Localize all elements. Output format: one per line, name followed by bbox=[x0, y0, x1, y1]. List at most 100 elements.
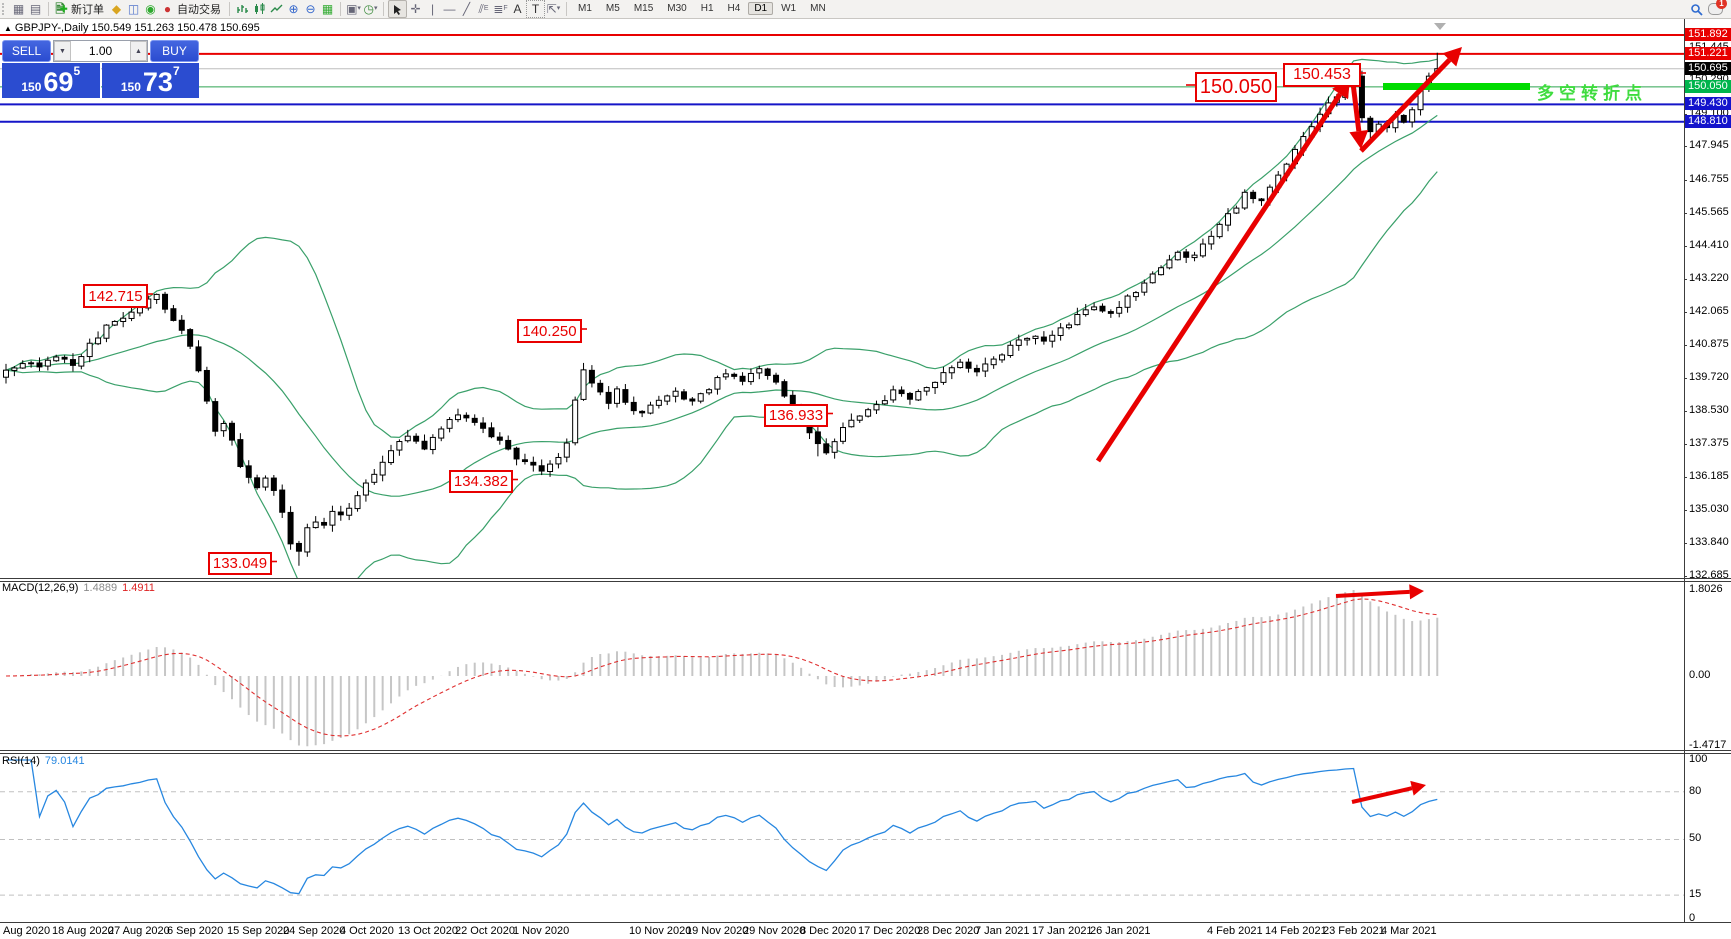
price-annotation-133.049[interactable]: 133.049 bbox=[208, 552, 272, 575]
buy-button[interactable]: BUY bbox=[150, 40, 199, 62]
candle[interactable] bbox=[764, 367, 771, 380]
candle[interactable] bbox=[706, 388, 713, 396]
candle[interactable] bbox=[321, 517, 328, 529]
candle[interactable] bbox=[940, 366, 947, 385]
candle[interactable] bbox=[597, 379, 604, 396]
candle[interactable] bbox=[1409, 107, 1416, 128]
candle[interactable] bbox=[999, 353, 1006, 363]
candle[interactable] bbox=[890, 385, 897, 403]
candle[interactable] bbox=[1199, 238, 1206, 258]
candle[interactable] bbox=[312, 516, 319, 529]
candle[interactable] bbox=[187, 328, 194, 350]
candle[interactable] bbox=[362, 479, 369, 502]
timeframe-w1[interactable]: W1 bbox=[781, 3, 797, 14]
candle[interactable] bbox=[270, 475, 277, 496]
trend-arrow-2[interactable] bbox=[1350, 82, 1362, 132]
candle[interactable] bbox=[95, 331, 102, 346]
candle[interactable] bbox=[1158, 265, 1165, 276]
candle[interactable] bbox=[1250, 189, 1257, 204]
volume-decrease-button[interactable]: ▼ bbox=[54, 41, 71, 61]
candle[interactable] bbox=[672, 387, 679, 403]
candle[interactable] bbox=[1358, 70, 1365, 123]
candle[interactable] bbox=[170, 304, 177, 322]
auto-trading-icon[interactable]: ● bbox=[163, 2, 172, 16]
candle[interactable] bbox=[329, 505, 336, 532]
candle[interactable] bbox=[739, 372, 746, 386]
rsi-panel-canvas[interactable] bbox=[0, 753, 1684, 922]
crosshair-icon[interactable]: ✛ bbox=[410, 2, 421, 16]
buy-price-display[interactable]: 150 73 7 bbox=[101, 63, 199, 98]
vertical-line-icon[interactable]: | bbox=[430, 2, 435, 16]
candle[interactable] bbox=[480, 417, 487, 434]
panel-separator[interactable] bbox=[0, 578, 1731, 582]
price-annotation-150.453[interactable]: 150.453 bbox=[1283, 63, 1361, 87]
candle[interactable] bbox=[923, 386, 930, 396]
eraser-icon[interactable]: ◆ bbox=[111, 2, 122, 16]
candle[interactable] bbox=[220, 420, 227, 437]
candle[interactable] bbox=[856, 415, 863, 424]
candle[interactable] bbox=[429, 434, 436, 455]
candle[interactable] bbox=[722, 369, 729, 380]
new-order-icon[interactable]: 🗎 ✚ bbox=[55, 2, 68, 16]
candle[interactable] bbox=[413, 433, 420, 444]
new-order-label[interactable]: 新订单 bbox=[71, 4, 104, 16]
cursor-icon[interactable] bbox=[388, 0, 407, 18]
candle[interactable] bbox=[555, 453, 562, 469]
horizontal-line-icon[interactable]: — bbox=[443, 2, 456, 16]
candle[interactable] bbox=[28, 360, 35, 368]
candle[interactable] bbox=[1208, 230, 1215, 250]
candle[interactable] bbox=[572, 396, 579, 446]
candle[interactable] bbox=[622, 384, 629, 405]
candle[interactable] bbox=[245, 460, 252, 484]
candle[interactable] bbox=[714, 375, 721, 395]
candle[interactable] bbox=[354, 491, 361, 512]
candle[interactable] bbox=[840, 422, 846, 445]
candle[interactable] bbox=[396, 439, 403, 456]
candle[interactable] bbox=[195, 340, 202, 373]
candle[interactable] bbox=[655, 395, 662, 409]
timeframe-h1[interactable]: H1 bbox=[700, 3, 714, 14]
candle[interactable] bbox=[990, 356, 997, 369]
candle[interactable] bbox=[1124, 294, 1131, 313]
macd-arrow-1[interactable] bbox=[1335, 589, 1410, 598]
candle[interactable] bbox=[1040, 331, 1047, 345]
candle[interactable] bbox=[103, 324, 110, 343]
candle[interactable] bbox=[454, 408, 461, 423]
candlestick-icon[interactable] bbox=[251, 1, 268, 17]
candle[interactable] bbox=[1216, 222, 1223, 239]
candle[interactable] bbox=[1032, 335, 1039, 345]
candle[interactable] bbox=[69, 353, 76, 372]
candle[interactable] bbox=[848, 413, 855, 428]
signals-icon[interactable]: ◉ bbox=[145, 2, 156, 16]
panel-separator[interactable] bbox=[0, 750, 1731, 754]
toolbar-drag-handle[interactable] bbox=[2, 3, 8, 15]
candle[interactable] bbox=[814, 427, 821, 457]
candle[interactable] bbox=[421, 434, 428, 451]
candle[interactable] bbox=[44, 356, 51, 371]
main-chart-canvas[interactable] bbox=[0, 19, 1684, 578]
candle[interactable] bbox=[1174, 250, 1181, 261]
new-chart-icon[interactable]: ▦ bbox=[12, 2, 25, 16]
candle[interactable] bbox=[1149, 271, 1156, 284]
candle[interactable] bbox=[36, 357, 43, 372]
candle[interactable] bbox=[756, 365, 763, 380]
price-annotation-134.382[interactable]: 134.382 bbox=[449, 470, 513, 493]
candle[interactable] bbox=[915, 389, 922, 402]
candle[interactable] bbox=[78, 354, 85, 370]
candle[interactable] bbox=[1191, 251, 1198, 262]
candle[interactable] bbox=[254, 474, 261, 490]
candle[interactable] bbox=[203, 366, 210, 405]
candle[interactable] bbox=[1183, 248, 1190, 264]
candle[interactable] bbox=[120, 312, 127, 328]
candle[interactable] bbox=[588, 365, 595, 388]
candle[interactable] bbox=[873, 400, 880, 414]
candle[interactable] bbox=[379, 455, 386, 482]
search-icon[interactable] bbox=[1688, 1, 1705, 17]
macd-panel-canvas[interactable] bbox=[0, 581, 1684, 750]
candle[interactable] bbox=[731, 372, 738, 380]
candle[interactable] bbox=[128, 307, 135, 322]
candle[interactable] bbox=[973, 364, 980, 377]
candle[interactable] bbox=[1258, 197, 1265, 206]
candle[interactable] bbox=[680, 389, 687, 401]
candle[interactable] bbox=[3, 363, 9, 384]
